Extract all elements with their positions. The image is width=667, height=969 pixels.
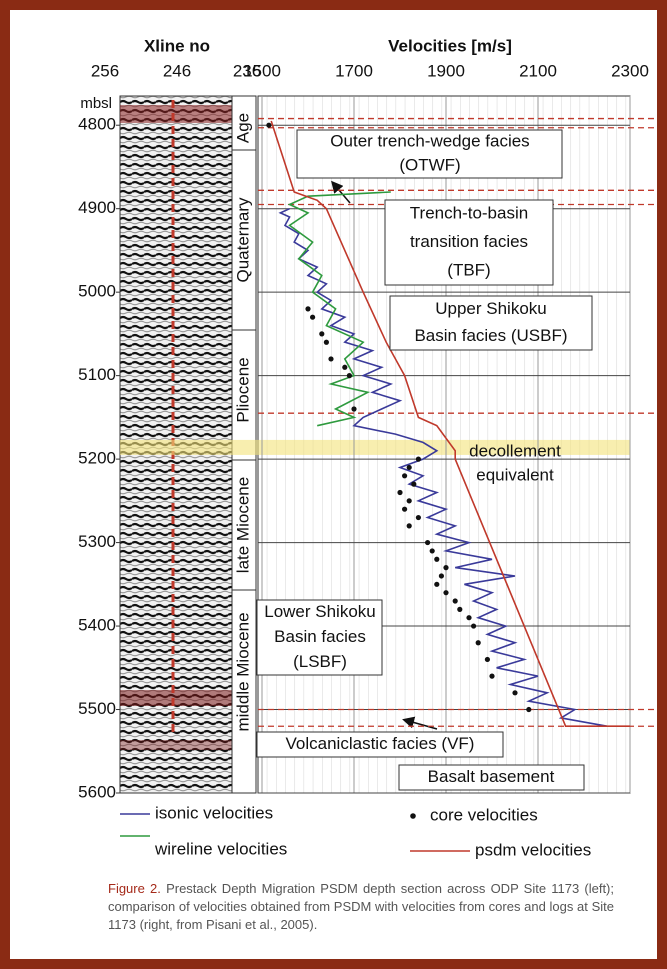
- caption-label: Figure 2.: [108, 881, 161, 896]
- annotation-text: (TBF): [447, 260, 490, 279]
- core-point: [402, 507, 407, 512]
- core-point: [411, 482, 416, 487]
- annotation-text: Lower Shikoku: [264, 602, 376, 621]
- age-label: Age: [233, 113, 252, 143]
- annotation-text: Outer trench-wedge facies: [330, 131, 529, 150]
- core-point: [453, 598, 458, 603]
- left-title: Xline no: [144, 36, 210, 55]
- age-label: Quaternary: [233, 197, 252, 283]
- seismic-tick-label: 256: [91, 61, 119, 80]
- annotation-text: (OTWF): [399, 155, 460, 174]
- core-point: [434, 557, 439, 562]
- seismic-band: [120, 105, 232, 123]
- caption-text: Prestack Depth Migration PSDM depth sect…: [108, 881, 614, 932]
- core-point: [485, 657, 490, 662]
- y-tick-label: 5100: [78, 365, 116, 384]
- y-axis-label: mbsl: [80, 95, 112, 112]
- core-point: [416, 515, 421, 520]
- seismic-band: [120, 690, 232, 706]
- y-tick-label: 5400: [78, 616, 116, 635]
- annotation-text: equivalent: [476, 465, 554, 484]
- core-point: [457, 607, 462, 612]
- right-title: Velocities [m/s]: [388, 36, 512, 55]
- y-tick-label: 4900: [78, 198, 116, 217]
- core-point: [324, 340, 329, 345]
- core-point: [416, 457, 421, 462]
- core-point: [476, 640, 481, 645]
- x-tick-label: 2100: [519, 61, 557, 80]
- annotation-text: Basalt basement: [428, 767, 555, 786]
- legend-label: core velocities: [430, 805, 538, 824]
- legend-label: isonic velocities: [155, 803, 273, 822]
- core-point: [305, 306, 310, 311]
- annotation-text: Volcaniclastic facies (VF): [286, 734, 475, 753]
- annotation-text: Trench-to-basin: [410, 204, 528, 223]
- legend-marker: [410, 813, 416, 819]
- core-point: [471, 623, 476, 628]
- x-tick-label: 2300: [611, 61, 649, 80]
- x-tick-label: 1900: [427, 61, 465, 80]
- y-tick-label: 5600: [78, 782, 116, 801]
- core-point: [466, 615, 471, 620]
- core-point: [443, 590, 448, 595]
- annotation-text: Basin facies (USBF): [414, 326, 567, 345]
- annotation-text: Basin facies: [274, 627, 366, 646]
- y-tick-label: 5300: [78, 532, 116, 551]
- core-point: [526, 707, 531, 712]
- age-label: middle Miocene: [233, 612, 252, 731]
- age-label: Pliocene: [233, 357, 252, 422]
- age-label: late Miocene: [233, 477, 252, 573]
- core-point: [397, 490, 402, 495]
- annotation-text: transition facies: [410, 232, 528, 251]
- y-tick-label: 5200: [78, 449, 116, 468]
- legend-label: psdm velocities: [475, 840, 591, 859]
- core-point: [430, 548, 435, 553]
- core-point: [351, 406, 356, 411]
- seismic-band: [120, 740, 232, 750]
- core-point: [434, 582, 439, 587]
- core-point: [407, 523, 412, 528]
- core-point: [407, 465, 412, 470]
- annotation-text: (LSBF): [293, 652, 347, 671]
- y-tick-label: 5000: [78, 282, 116, 301]
- core-point: [443, 565, 448, 570]
- core-point: [342, 365, 347, 370]
- core-point: [319, 331, 324, 336]
- core-point: [489, 674, 494, 679]
- core-point: [402, 473, 407, 478]
- caption: Figure 2. Prestack Depth Migration PSDM …: [108, 880, 614, 934]
- core-point: [266, 123, 271, 128]
- core-point: [328, 356, 333, 361]
- core-point: [512, 690, 517, 695]
- core-point: [439, 573, 444, 578]
- y-tick-label: 4800: [78, 115, 116, 134]
- core-point: [347, 373, 352, 378]
- x-tick-label: 1500: [243, 61, 281, 80]
- core-point: [407, 498, 412, 503]
- core-point: [425, 540, 430, 545]
- seismic-tick-label: 246: [163, 61, 191, 80]
- legend-label: wireline velocities: [154, 839, 287, 858]
- annotation-text: decollement: [469, 441, 561, 460]
- annotation-text: Upper Shikoku: [435, 299, 547, 318]
- core-point: [310, 315, 315, 320]
- y-tick-label: 5500: [78, 699, 116, 718]
- x-tick-label: 1700: [335, 61, 373, 80]
